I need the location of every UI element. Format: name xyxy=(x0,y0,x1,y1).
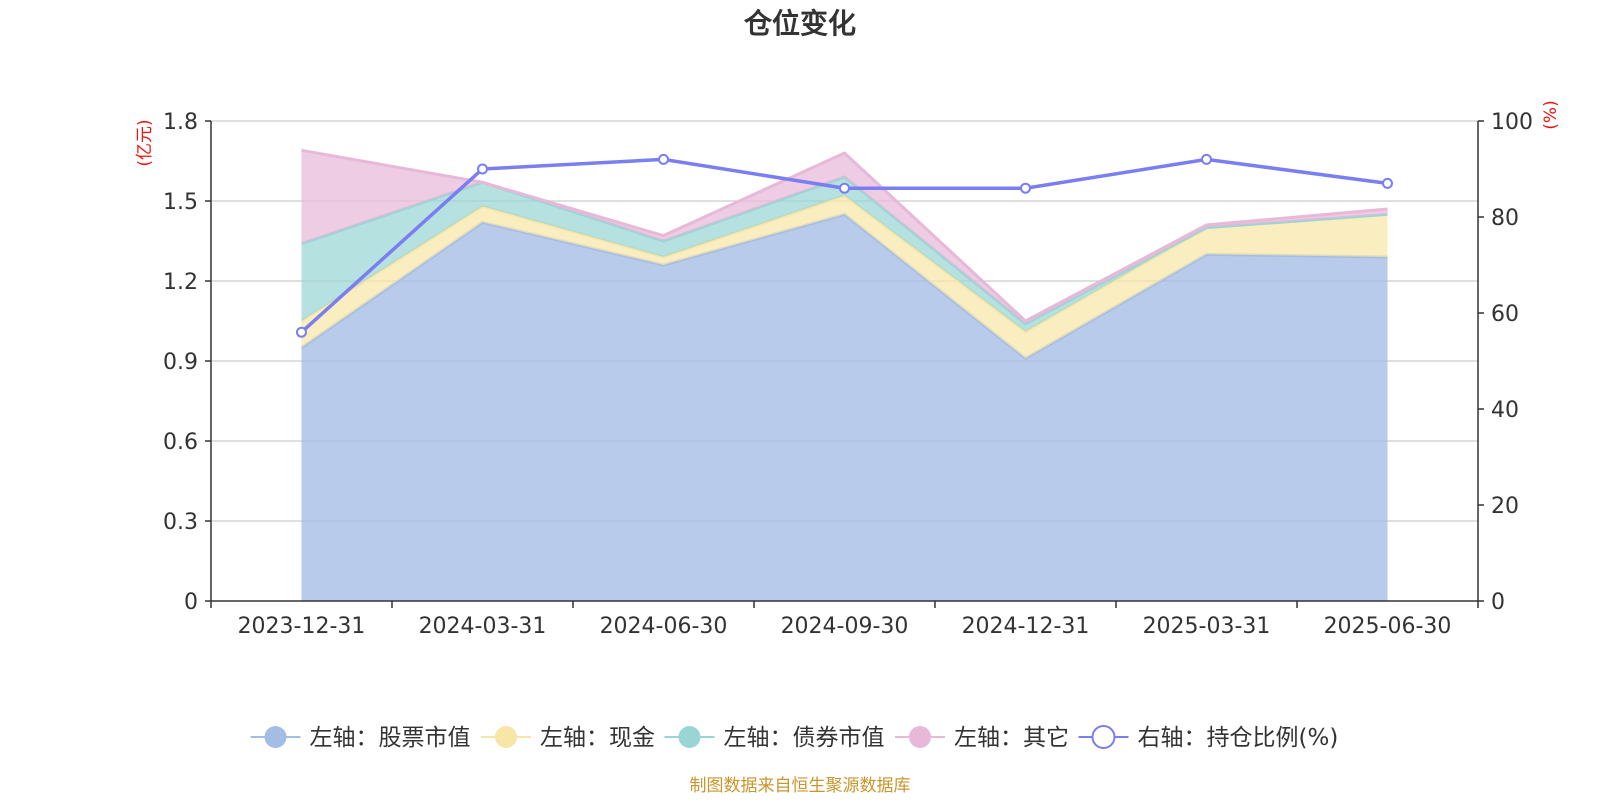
legend-swatch-marker xyxy=(264,726,287,748)
right-tick-label: 0 xyxy=(1491,590,1505,615)
stacked-areas xyxy=(300,148,1388,602)
x-tick-label: 2025-03-31 xyxy=(1143,614,1271,639)
legend-swatch-marker xyxy=(495,726,517,748)
source-note: 制图数据来自恒生聚源数据库 xyxy=(690,776,911,796)
legend-item-3: 左轴：其它 xyxy=(895,725,1069,751)
legend: 左轴：股票市值 左轴：现金 左轴：债券市值 左轴：其它 右轴：持仓比例(%) xyxy=(250,725,1339,751)
right-tick-label: 100 xyxy=(1491,110,1533,135)
legend-label: 左轴：现金 xyxy=(540,725,655,751)
left-tick-label: 0.9 xyxy=(163,350,198,375)
left-axis-unit: (亿元) xyxy=(135,119,155,166)
axes: 0 0.3 0.6 0.9 1.2 1.5 1.8 0 20 40 60 80 100 2023-12-3… xyxy=(163,110,1533,639)
left-tick-label: 1.8 xyxy=(163,110,198,135)
right-axis-unit: (%) xyxy=(1541,100,1561,129)
x-tick-label: 2024-06-30 xyxy=(600,614,728,639)
area-edge-3 xyxy=(301,148,1388,323)
x-tick-label: 2025-06-30 xyxy=(1324,614,1452,639)
x-tick-label: 2024-12-31 xyxy=(962,614,1090,639)
legend-swatch-marker xyxy=(678,726,701,748)
right-tick-label: 60 xyxy=(1491,302,1519,327)
ratio-point xyxy=(1201,153,1212,165)
left-tick-label: 0 xyxy=(184,590,198,615)
area-fill-2 xyxy=(301,177,1388,332)
legend-item-1: 左轴：现金 xyxy=(481,725,655,751)
left-tick-label: 1.5 xyxy=(163,190,198,215)
ratio-point xyxy=(658,153,669,165)
ratio-point xyxy=(839,182,850,194)
right-tick-label: 20 xyxy=(1491,494,1519,519)
area-fill-0 xyxy=(301,214,1388,602)
ratio-point xyxy=(296,326,307,338)
legend-label: 左轴：其它 xyxy=(954,725,1069,751)
legend-swatch-marker xyxy=(1091,725,1116,749)
ratio-line-layer xyxy=(296,153,1393,338)
legend-item-0: 左轴：股票市值 xyxy=(250,725,471,751)
x-tick-label: 2024-03-31 xyxy=(419,614,547,639)
legend-item-4: 右轴：持仓比例(%) xyxy=(1078,725,1339,751)
legend-swatch-marker xyxy=(909,726,931,748)
left-tick-label: 0.6 xyxy=(163,430,198,455)
x-tick-label: 2024-09-30 xyxy=(781,614,909,639)
legend-label: 左轴：债券市值 xyxy=(724,725,885,751)
ratio-point xyxy=(1382,177,1393,189)
right-tick-label: 40 xyxy=(1491,398,1519,423)
area-fill-1 xyxy=(301,195,1388,359)
legend-item-2: 左轴：债券市值 xyxy=(664,725,885,751)
right-tick-label: 80 xyxy=(1491,206,1519,231)
legend-label: 左轴：股票市值 xyxy=(310,725,471,751)
left-tick-label: 0.3 xyxy=(163,510,198,535)
ratio-point xyxy=(477,163,488,175)
ratio-point xyxy=(1020,182,1031,194)
x-tick-label: 2023-12-31 xyxy=(238,614,366,639)
chart-title: 仓位变化 xyxy=(744,7,856,40)
left-tick-label: 1.2 xyxy=(163,270,198,295)
legend-label: 右轴：持仓比例(%) xyxy=(1138,725,1339,751)
